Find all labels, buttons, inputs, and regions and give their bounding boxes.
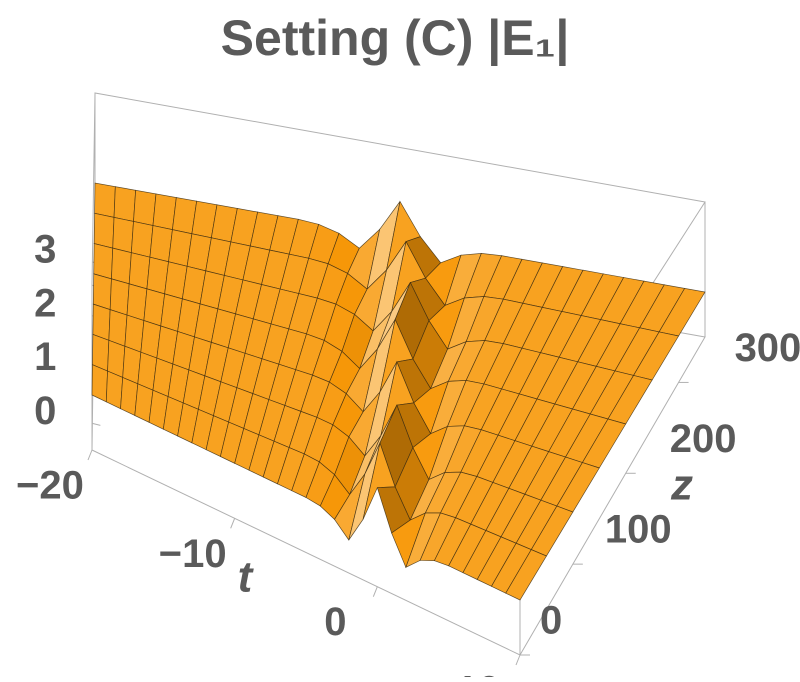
surface-patch bbox=[112, 216, 134, 254]
surface-patch bbox=[93, 212, 115, 249]
surface-patch bbox=[91, 364, 108, 403]
z-tick-label: 1 bbox=[34, 335, 56, 379]
x-tick bbox=[515, 654, 521, 666]
surface-patch bbox=[126, 283, 148, 321]
y-tick-label: 100 bbox=[605, 508, 672, 552]
surface-patch bbox=[133, 189, 157, 226]
z-tick-label: 0 bbox=[34, 389, 56, 433]
z-tick bbox=[92, 422, 101, 426]
surface-patch bbox=[128, 252, 151, 290]
chart-title: Setting (C) |E₁| bbox=[221, 10, 570, 67]
y-tick-label: 300 bbox=[735, 326, 800, 370]
x-axis-label: t bbox=[238, 553, 255, 602]
x-tick-label: −20 bbox=[16, 464, 84, 508]
surface-patch bbox=[108, 309, 128, 347]
surface-patch bbox=[94, 182, 116, 218]
surface-patch bbox=[505, 549, 547, 601]
z-tick-label: 2 bbox=[34, 281, 56, 325]
x-tick bbox=[87, 449, 93, 461]
surface-patch bbox=[93, 243, 114, 280]
surface-patch bbox=[124, 314, 145, 353]
surface-patch bbox=[130, 221, 154, 258]
x-tick bbox=[372, 586, 378, 597]
y-tick-label: 200 bbox=[670, 417, 737, 461]
y-axis-label: z bbox=[670, 461, 693, 510]
x-tick-label: −10 bbox=[159, 532, 227, 576]
surface-patch bbox=[113, 186, 137, 222]
z-tick-label: 3 bbox=[34, 228, 56, 272]
surface-patch bbox=[92, 273, 112, 311]
y-tick-label: 0 bbox=[540, 599, 562, 643]
surface-patch bbox=[111, 247, 132, 285]
surface-patch bbox=[92, 303, 111, 341]
x-tick bbox=[230, 518, 236, 529]
x-tick-label: 0 bbox=[324, 600, 346, 644]
x-tick-label: 10 bbox=[456, 669, 501, 677]
surface-patch bbox=[105, 370, 124, 410]
surface-patch bbox=[109, 278, 130, 316]
